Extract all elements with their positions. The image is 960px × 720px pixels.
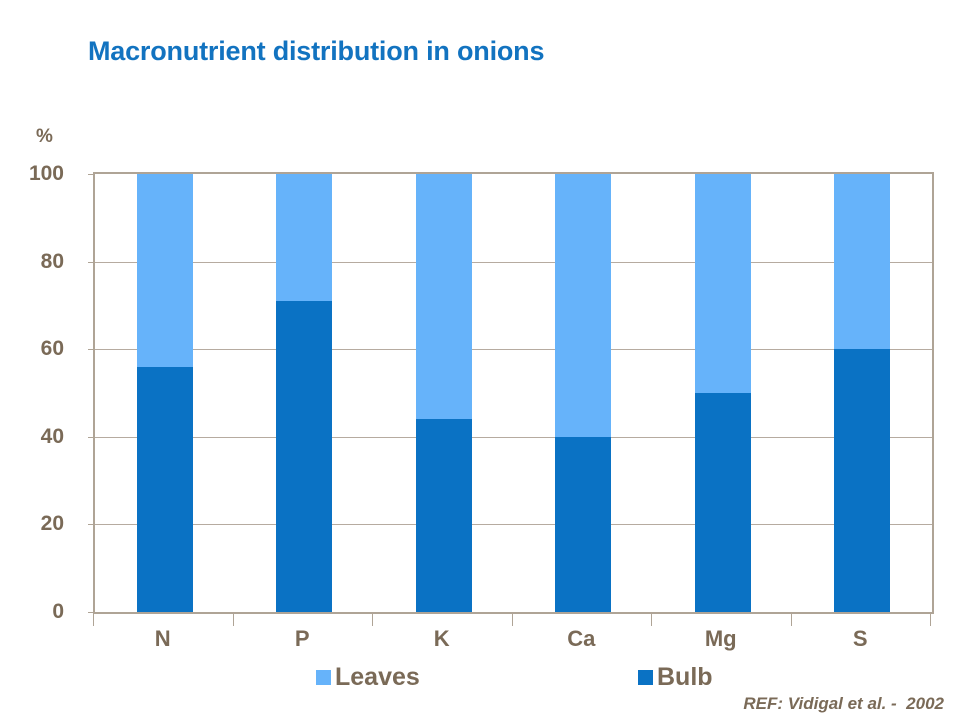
y-axis-tick-label: 20 — [40, 512, 64, 536]
bar-segment-leaves[interactable] — [137, 174, 193, 367]
chart-plot-area: 0 20 40 60 80 100 — [29, 162, 934, 623]
bar-segment-leaves[interactable] — [276, 174, 332, 302]
legend-label-leaves: Leaves — [335, 663, 420, 691]
x-axis-tick-label: N — [154, 626, 171, 651]
bar-segment-leaves[interactable] — [416, 174, 472, 420]
y-axis-unit-label: % — [36, 126, 53, 147]
bar-segment-bulb[interactable] — [137, 366, 193, 612]
gridline — [95, 524, 932, 526]
bar-group[interactable] — [695, 174, 751, 612]
page-title: Macronutrient distribution in onions — [88, 36, 545, 66]
x-axis-tick-label: P — [294, 626, 310, 651]
legend-swatch-bulb-icon — [638, 670, 653, 685]
bar-group[interactable] — [834, 174, 890, 612]
gridline — [95, 261, 932, 263]
gridline — [95, 349, 932, 351]
bar-group[interactable] — [416, 174, 472, 612]
bar-group[interactable] — [555, 174, 611, 612]
x-axis-tick-mark — [791, 612, 792, 626]
x-axis-tick-label: K — [433, 626, 450, 651]
legend-item-bulb[interactable]: Bulb — [638, 665, 713, 690]
x-axis-tick-container — [93, 612, 934, 626]
y-axis-tick-mark — [88, 349, 95, 351]
bar-segment-leaves[interactable] — [695, 174, 751, 393]
x-axis-tick-mark — [651, 612, 652, 626]
x-axis-tick-mark — [93, 612, 94, 626]
bar-group[interactable] — [276, 174, 332, 612]
legend-label-bulb: Bulb — [657, 663, 713, 691]
x-axis-tick-mark — [512, 612, 513, 626]
x-axis-tick-mark — [372, 612, 373, 626]
y-axis-tick-mark — [88, 612, 95, 613]
x-axis-tick-label: S — [852, 626, 868, 651]
y-axis-tick-mark — [88, 436, 95, 438]
reference-note: REF: Vidigal et al. - 2002 — [743, 694, 944, 713]
y-axis-tick-label: 0 — [52, 600, 64, 623]
y-axis-tick-label: 100 — [28, 162, 64, 185]
y-axis-tick-label: 40 — [40, 424, 64, 448]
x-axis-tick-mark — [930, 612, 931, 626]
y-axis-tick-label: 80 — [40, 249, 64, 273]
legend-swatch-leaves-icon — [316, 670, 331, 685]
y-axis-tick-mark — [88, 524, 95, 526]
bar-segment-leaves[interactable] — [555, 174, 611, 437]
bar-segment-bulb[interactable] — [834, 349, 890, 612]
x-axis-tick-mark — [233, 612, 234, 626]
chart-legend: Leaves Bulb — [0, 665, 960, 699]
bar-segment-bulb[interactable] — [695, 393, 751, 612]
bar-segment-leaves[interactable] — [834, 174, 890, 350]
bar-segment-bulb[interactable] — [416, 419, 472, 612]
y-axis-tick-label: 60 — [40, 337, 64, 361]
y-axis-tick-mark — [88, 261, 95, 263]
bar-group[interactable] — [137, 174, 193, 612]
y-axis-tick-mark — [88, 174, 95, 175]
legend-item-leaves[interactable]: Leaves — [316, 665, 420, 690]
x-axis-tick-label: Ca — [567, 626, 596, 651]
bar-segment-bulb[interactable] — [555, 436, 611, 612]
gridline — [95, 436, 932, 438]
bar-segment-bulb[interactable] — [276, 301, 332, 612]
x-axis-tick-label: Mg — [704, 626, 737, 651]
